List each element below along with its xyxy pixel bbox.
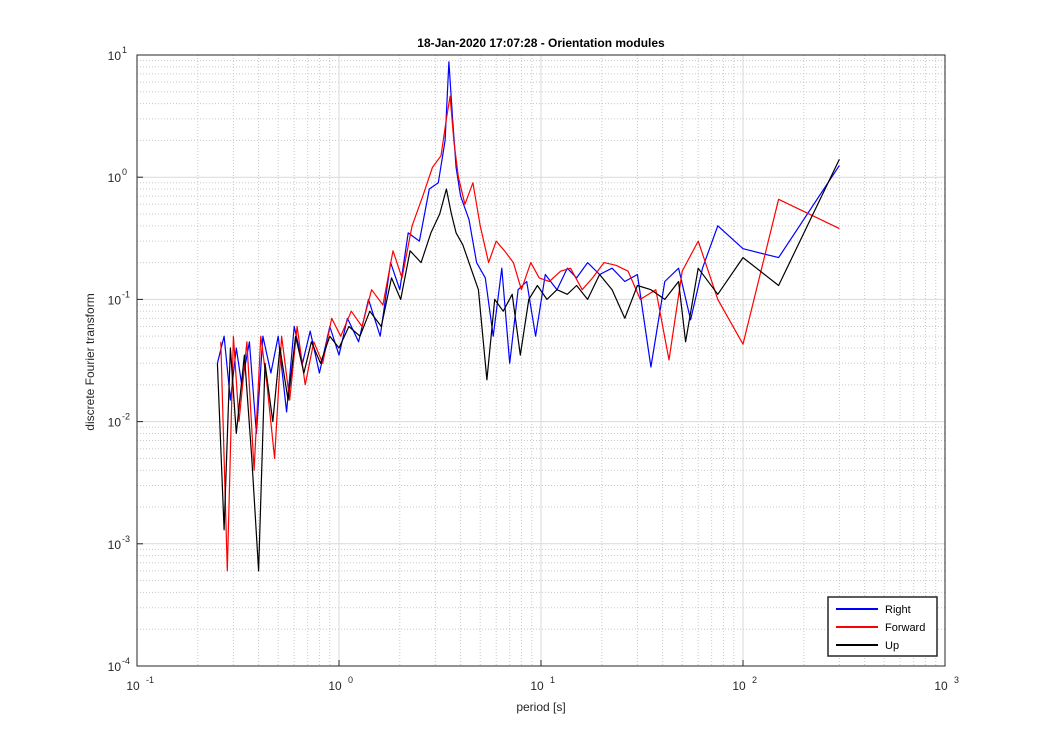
x-tick-exponent: 3 — [954, 675, 959, 685]
tick-labels: 10 -1 10 0 10 1 10 2 10 310 -410 -310 -210 -110 010 1 — [108, 45, 959, 693]
y-tick-exponent: -4 — [122, 656, 130, 666]
legend-label: Forward — [885, 622, 925, 634]
ticks — [136, 54, 946, 667]
y-tick-exponent: 0 — [122, 167, 127, 177]
y-tick-label: 10 — [108, 49, 122, 63]
y-tick-label: 10 — [108, 293, 122, 307]
x-tick-exponent: -1 — [146, 675, 154, 685]
y-tick-exponent: -1 — [122, 289, 130, 299]
y-tick-label: 10 — [108, 660, 122, 674]
legend-item-up[interactable]: Up — [836, 640, 899, 652]
y-tick-label: 10 — [108, 538, 122, 552]
series-line-forward — [220, 95, 840, 572]
legend-item-forward[interactable]: Forward — [836, 622, 925, 634]
y-axis-label: discrete Fourier transform — [83, 293, 97, 431]
x-tick-label: 10 — [732, 679, 746, 693]
x-tick-label: 10 — [934, 679, 948, 693]
x-axis-label: period [s] — [516, 700, 566, 714]
legend[interactable]: Right Forward Up — [827, 596, 938, 657]
y-tick-label: 10 — [108, 171, 122, 185]
legend-item-right[interactable]: Right — [836, 604, 911, 616]
y-tick-exponent: 1 — [122, 45, 127, 55]
x-tick-exponent: 1 — [550, 675, 555, 685]
series-layer — [216, 61, 840, 572]
legend-label: Up — [885, 640, 899, 652]
legend-label: Right — [885, 604, 911, 616]
x-tick-label: 10 — [530, 679, 544, 693]
chart-title: 18-Jan-2020 17:07:28 - Orientation modul… — [417, 36, 665, 50]
x-tick-label: 10 — [126, 679, 140, 693]
y-tick-label: 10 — [108, 416, 122, 430]
x-tick-exponent: 2 — [752, 675, 757, 685]
y-tick-exponent: -3 — [122, 534, 130, 544]
y-tick-exponent: -2 — [122, 412, 130, 422]
x-tick-label: 10 — [328, 679, 342, 693]
series-line-up — [216, 159, 840, 572]
x-tick-exponent: 0 — [348, 675, 353, 685]
